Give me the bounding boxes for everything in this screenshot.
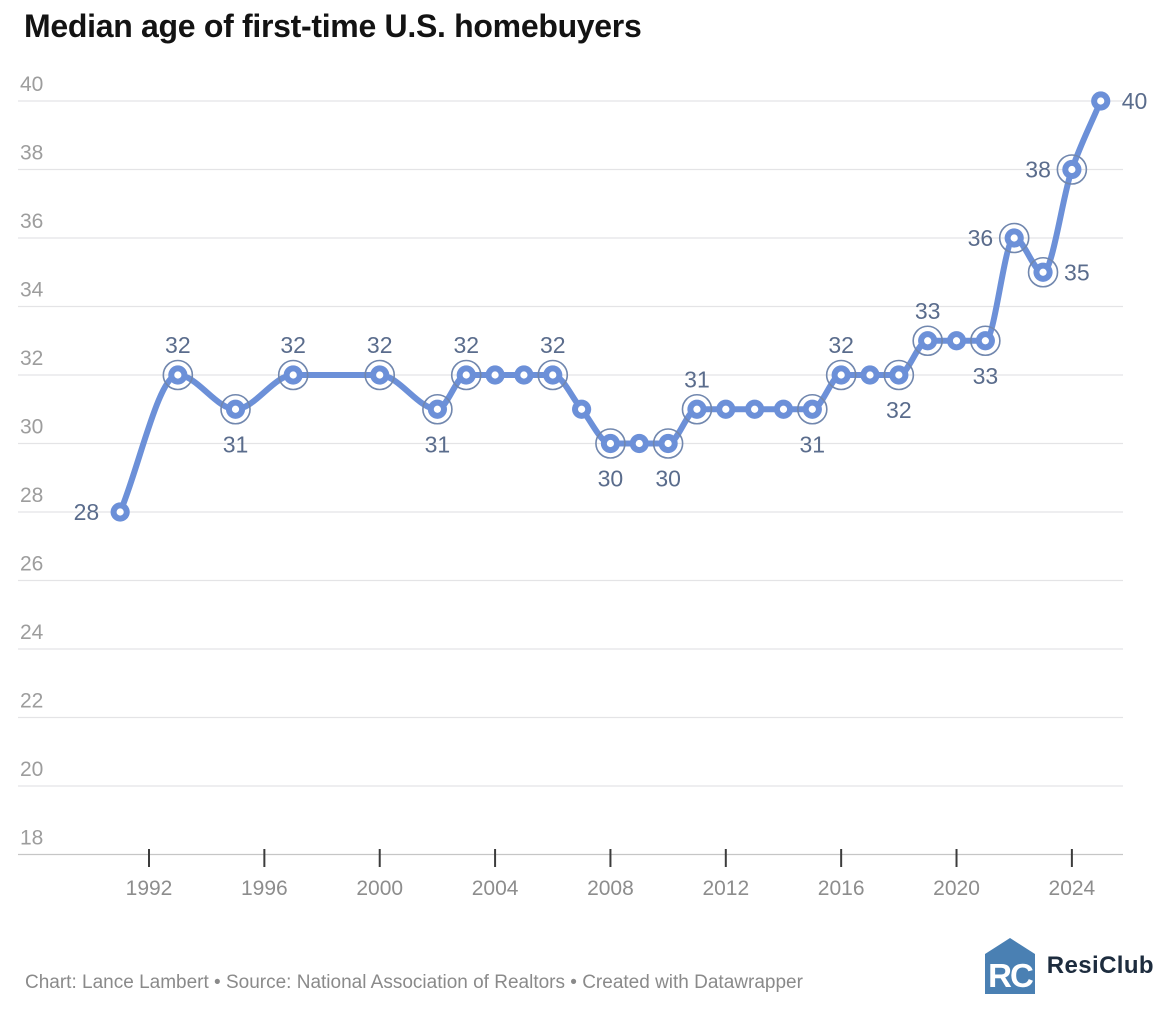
y-axis-label: 20 [20, 758, 43, 781]
x-axis-label: 2000 [356, 877, 403, 900]
data-point-ring [797, 393, 828, 425]
value-label: 31 [223, 431, 249, 457]
line-chart: 18 20 22 24 26 28 30 32 34 36 38 40 1992 1996 2000 2004… [18, 73, 1148, 900]
value-label: 32 [165, 332, 191, 358]
x-axis-label: 2004 [472, 877, 519, 900]
y-axis-label: 34 [20, 279, 44, 302]
data-point-hole [924, 337, 932, 345]
y-axis-label: 28 [20, 484, 43, 507]
data-point-hole [635, 439, 643, 448]
data-point-hole [549, 371, 557, 379]
data-point-ring [595, 428, 626, 459]
data-point-ring [681, 393, 713, 425]
x-axis-label: 2020 [933, 877, 980, 900]
data-point-ring [1027, 256, 1059, 288]
data-point-hole [289, 371, 297, 379]
data-point-hole [231, 405, 240, 413]
value-label: 28 [74, 499, 100, 525]
value-label: 38 [1025, 157, 1051, 183]
x-axis-label: 2008 [587, 877, 634, 900]
value-label: 33 [973, 363, 999, 389]
value-label: 33 [915, 298, 941, 324]
data-point-ring [912, 325, 943, 357]
data-point-hole [1039, 268, 1047, 276]
y-axis-label: 40 [20, 73, 43, 96]
data-point-hole [837, 371, 845, 379]
data-point-hole [1010, 234, 1018, 242]
data-point-hole [664, 439, 672, 448]
data-point-ring [998, 222, 1030, 254]
y-axis-label: 32 [20, 347, 43, 370]
data-point-hole [116, 508, 124, 516]
y-axis-label: 22 [20, 690, 43, 713]
chart-attribution: Chart: Lance Lambert • Source: National … [25, 972, 803, 993]
value-label: 32 [453, 332, 479, 358]
data-point-hole [981, 337, 989, 345]
data-point-hole [433, 405, 441, 413]
data-point-ring [537, 359, 569, 391]
y-axis-label: 30 [20, 416, 43, 439]
page-title: Median age of first-time U.S. homebuyers [24, 8, 642, 44]
house-icon: RC [984, 938, 1035, 994]
data-point-ring [364, 359, 396, 391]
y-axis-label: 38 [20, 142, 43, 165]
data-point-ring [652, 428, 684, 459]
data-point-hole [895, 371, 903, 379]
x-axis-label: 1992 [126, 877, 173, 900]
value-label: 32 [280, 332, 306, 358]
data-point-hole [808, 405, 816, 413]
resiclub-logo: RC ResiClub [984, 936, 1154, 996]
data-point-ring [970, 325, 1001, 357]
value-label: 40 [1122, 88, 1148, 114]
y-axis-label: 36 [20, 210, 43, 233]
data-point-ring [883, 359, 915, 391]
data-point-hole [952, 337, 961, 345]
x-axis-label: 1996 [241, 877, 288, 900]
data-point-ring [1056, 154, 1088, 185]
value-label: 30 [598, 466, 624, 492]
logo-wordmark: ResiClub [1046, 952, 1154, 979]
data-point-ring [450, 359, 482, 391]
data-point-ring [277, 359, 309, 391]
data-point-hole [578, 405, 586, 413]
data-point-ring [220, 393, 251, 425]
data-point-ring [162, 359, 194, 391]
data-point-ring [422, 393, 453, 425]
data-point-hole [606, 439, 615, 448]
value-label: 35 [1064, 259, 1090, 285]
data-point-hole [520, 371, 528, 379]
value-label: 32 [540, 332, 566, 358]
value-label: 32 [828, 332, 854, 358]
x-axis-label: 2012 [702, 877, 749, 900]
data-point-ring [825, 359, 857, 391]
data-point-hole [779, 405, 788, 413]
data-point-hole [866, 371, 874, 379]
y-axis-label: 24 [20, 621, 44, 644]
y-axis-label: 26 [20, 553, 43, 576]
value-label: 30 [655, 466, 681, 492]
data-point-hole [174, 371, 182, 379]
value-label: 36 [968, 225, 994, 251]
value-label: 31 [800, 431, 826, 457]
value-label: 32 [886, 397, 912, 423]
value-label: 31 [425, 431, 451, 457]
value-label: 31 [684, 366, 710, 392]
y-axis-label: 18 [20, 827, 43, 850]
value-label: 32 [367, 332, 393, 358]
logo-monogram: RC [988, 957, 1033, 994]
x-axis-label: 2024 [1049, 877, 1096, 900]
data-point-hole [1068, 165, 1076, 174]
data-point-hole [722, 405, 730, 413]
data-point-hole [751, 405, 759, 413]
x-axis-label: 2016 [818, 877, 865, 900]
data-point-hole [491, 371, 499, 379]
data-point-hole [1097, 97, 1105, 105]
data-point-hole [462, 371, 470, 379]
data-point-hole [376, 371, 384, 379]
data-point-hole [693, 405, 701, 413]
